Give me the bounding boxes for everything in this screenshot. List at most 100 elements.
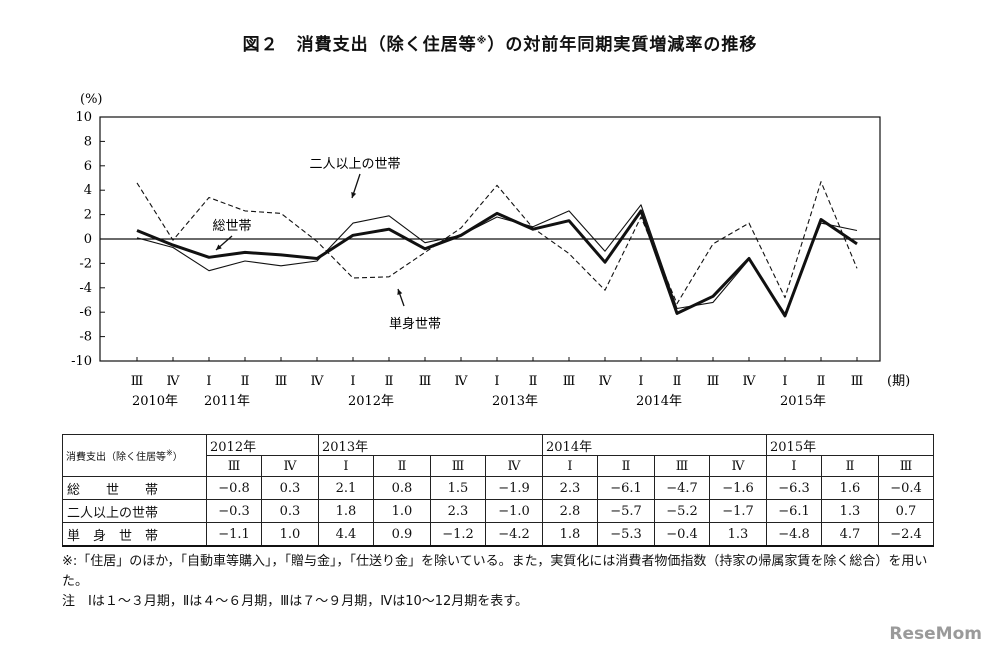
x-tick-label: Ⅳ	[743, 374, 757, 389]
table-cell: 1.3	[821, 499, 879, 523]
table-cell: −6.1	[597, 476, 655, 500]
table-corner: 消費支出（除く住居等※）	[62, 434, 207, 477]
table-year-header: 2015年	[766, 434, 934, 456]
series-label: 総世帯	[212, 219, 251, 234]
y-axis-label: (%)	[80, 92, 103, 107]
y-tick-label: -10	[71, 354, 92, 369]
table-cell: 2.3	[430, 499, 486, 523]
y-tick-label: 6	[84, 159, 92, 174]
table-cell: −5.7	[597, 499, 655, 523]
series-line-thin	[136, 204, 858, 314]
table-cell: −0.8	[206, 476, 262, 500]
chart-labels: 10 8 6 4 2 0 -2 -4 -6 -8 -10 (%) Ⅲ Ⅳ Ⅰ Ⅱ Ⅲ Ⅳ Ⅰ Ⅱ Ⅲ Ⅳ Ⅰ Ⅱ Ⅲ Ⅳ Ⅰ Ⅱ Ⅲ Ⅳ Ⅰ…	[71, 92, 910, 409]
table-cell: 1.3	[709, 522, 767, 547]
table-year-header: 2014年	[542, 434, 767, 456]
table-row-label: 総 世 帯	[62, 476, 207, 500]
table-cell: −4.2	[485, 522, 543, 547]
x-tick-label: Ⅰ	[494, 374, 499, 389]
table-quarter-header: Ⅰ	[542, 455, 598, 477]
note-1: ※:「住居」のほか，「自動車等購入」，「贈与金」，「仕送り金」を除いている。また…	[62, 554, 928, 589]
table-cell: 2.3	[542, 476, 598, 500]
x-tick-label: Ⅱ	[241, 374, 250, 389]
table-quarter-header: Ⅲ	[654, 455, 710, 477]
notes: ※:「住居」のほか，「自動車等購入」，「贈与金」，「仕送り金」を除いている。また…	[62, 552, 942, 612]
table-quarter-header: Ⅱ	[821, 455, 879, 477]
table-row: 単 身 世 帯 −1.1 1.0 4.4 0.9 −1.2 −4.2 1.8 −5.3 −0.4 1…	[62, 522, 934, 547]
table-cell: 2.8	[542, 499, 598, 523]
x-tick-label: Ⅲ	[275, 374, 288, 389]
table-quarter-header: Ⅳ	[709, 455, 767, 477]
x-tick-label: Ⅱ	[817, 374, 826, 389]
chart-axes	[99, 116, 881, 362]
table-cell: 1.6	[821, 476, 879, 500]
year-label: 2010年	[132, 394, 178, 409]
x-tick-label: Ⅳ	[167, 374, 181, 389]
table-cell: −4.7	[654, 476, 710, 500]
table-cell: −0.3	[206, 499, 262, 523]
table-cell: −0.4	[654, 522, 710, 547]
table-row: 総 世 帯 −0.8 0.3 2.1 0.8 1.5 −1.9 2.3 −6.1 −4.7 −1.6…	[62, 476, 934, 500]
x-tick-label: Ⅰ	[350, 374, 355, 389]
y-tick-label: 0	[84, 232, 92, 247]
table-cell: −1.2	[430, 522, 486, 547]
y-tick-label: -4	[79, 281, 92, 296]
chart-marks	[136, 181, 858, 318]
year-label: 2013年	[492, 394, 538, 409]
table-cell: 1.0	[261, 522, 319, 547]
y-tick-label: -6	[79, 305, 92, 320]
table-quarter-header: Ⅱ	[373, 455, 431, 477]
table-cell: 4.4	[318, 522, 374, 547]
year-label: 2011年	[204, 394, 250, 409]
annotation-arrowhead	[397, 289, 403, 295]
table-row: 二人以上の世帯 −0.3 0.3 1.8 1.0 2.3 −1.0 2.8 −5.7 −5.2 −1…	[62, 499, 934, 523]
table-cell: −5.2	[654, 499, 710, 523]
x-tick-label: Ⅳ	[311, 374, 325, 389]
y-tick-label: -8	[79, 330, 92, 345]
x-tick-label: Ⅲ	[563, 374, 576, 389]
table-quarter-header: Ⅰ	[318, 455, 374, 477]
y-tick-label: 8	[84, 134, 92, 149]
table-cell: 4.7	[821, 522, 879, 547]
table-quarter-header: Ⅲ	[878, 455, 934, 477]
table-cell: 0.8	[373, 476, 431, 500]
x-tick-label: Ⅲ	[419, 374, 432, 389]
table-cell: −1.0	[485, 499, 543, 523]
x-tick-label: Ⅰ	[206, 374, 211, 389]
x-tick-label: Ⅳ	[455, 374, 469, 389]
x-tick-label: Ⅲ	[851, 374, 864, 389]
table-quarter-header: Ⅱ	[597, 455, 655, 477]
table-cell: −5.3	[597, 522, 655, 547]
table-cell: −4.8	[766, 522, 822, 547]
table-cell: −2.4	[878, 522, 934, 547]
table-cell: −6.1	[766, 499, 822, 523]
table-cell: 0.3	[261, 499, 319, 523]
y-tick-label: -2	[79, 256, 92, 271]
table-cell: 1.0	[373, 499, 431, 523]
series-label: 二人以上の世帯	[309, 157, 400, 172]
x-tick-label: Ⅰ	[638, 374, 643, 389]
x-tick-label: Ⅱ	[673, 374, 682, 389]
series-line-dashed	[136, 181, 858, 305]
note-2: 注 Ⅰは１～３月期，Ⅱは４～６月期，Ⅲは７～９月期，Ⅳは10～12月期を表す。	[62, 594, 528, 609]
y-tick-label: 2	[84, 208, 92, 223]
series-line-thick	[136, 209, 858, 318]
table-row-label: 二人以上の世帯	[62, 499, 207, 523]
table-cell: −0.4	[878, 476, 934, 500]
line-chart: 10 8 6 4 2 0 -2 -4 -6 -8 -10 (%) Ⅲ Ⅳ Ⅰ Ⅱ Ⅲ Ⅳ Ⅰ Ⅱ Ⅲ Ⅳ Ⅰ Ⅱ Ⅲ Ⅳ Ⅰ Ⅱ Ⅲ Ⅳ Ⅰ…	[71, 92, 910, 409]
series-label: 単身世帯	[389, 316, 441, 332]
table-cell: −1.7	[709, 499, 767, 523]
y-tick-label: 4	[84, 183, 92, 198]
resemom-logo: ReseMom	[889, 624, 982, 644]
x-tick-label: Ⅱ	[529, 374, 538, 389]
table-cell: 2.1	[318, 476, 374, 500]
table-cell: 1.8	[542, 522, 598, 547]
year-label: 2015年	[780, 394, 826, 409]
table-quarter-header: Ⅲ	[430, 455, 486, 477]
table-year-header: 2012年	[206, 434, 319, 456]
data-table: 消費支出（除く住居等※） 2012年 2013年 2014年 2015年 Ⅲ Ⅳ Ⅰ Ⅱ Ⅲ Ⅳ Ⅰ Ⅱ…	[62, 434, 934, 547]
table-quarter-header: Ⅲ	[206, 455, 262, 477]
year-label: 2012年	[348, 394, 394, 409]
table-quarter-header: Ⅳ	[485, 455, 543, 477]
y-tick-label: 10	[75, 110, 92, 125]
x-tick-label: Ⅱ	[385, 374, 394, 389]
